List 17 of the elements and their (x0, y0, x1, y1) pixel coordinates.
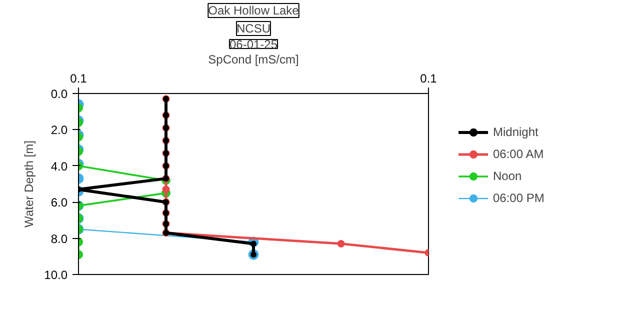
y-tick-label: 4.0 (50, 159, 68, 174)
y-tick-label: 0.0 (50, 87, 68, 101)
legend-label: Noon (493, 169, 522, 183)
x-tick-label: 0.1 (420, 72, 438, 86)
y-tick-label: 6.0 (50, 196, 68, 210)
x-tick-label: 0.1 (70, 72, 88, 86)
y-axis-title: Water Depth [m] (22, 140, 36, 228)
y-tick-label: 2.0 (50, 123, 68, 138)
x-axis-title: SpCond [mS/cm] (208, 52, 299, 66)
text: 06-01-25 (229, 38, 278, 52)
chart-subtitle: NCSU (236, 22, 271, 36)
chart-title: Oak Hollow Lake (208, 4, 300, 18)
legend-label: 06:00 AM (493, 147, 544, 161)
y-tick-label: 8.0 (50, 232, 68, 246)
y-tick-label: 10.0 (44, 268, 68, 282)
legend-label: 06:00 PM (493, 191, 544, 205)
legend-label: Midnight (493, 125, 538, 139)
